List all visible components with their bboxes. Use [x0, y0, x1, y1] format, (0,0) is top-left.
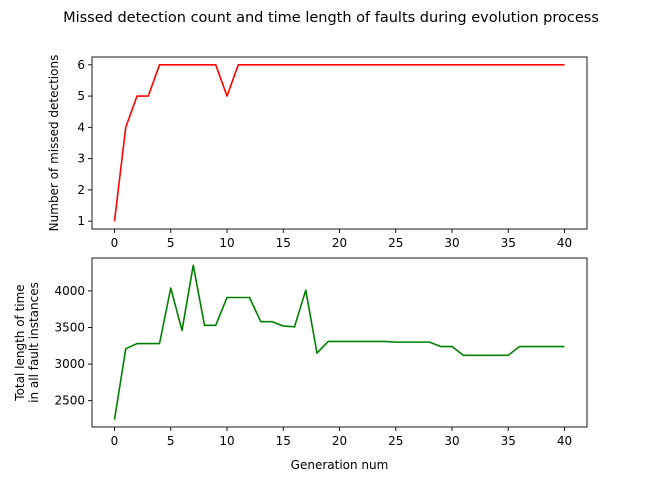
y-tick-label: 2500 [54, 394, 85, 408]
subplot-2: 0 5 10 15 20 25 30 35 40 2500 3000 3500 4000 Total le… [13, 257, 588, 472]
y-axis-label: Number of missed detections [47, 55, 61, 232]
y-tick-label: 3000 [54, 357, 85, 371]
x-tick-label: 0 [111, 236, 119, 250]
y-tick-label: 1 [77, 214, 85, 228]
y-tick-label: 4 [77, 120, 85, 134]
y-tick-label: 6 [77, 58, 85, 72]
y-tick-label: 4000 [54, 284, 85, 298]
plot-frame [91, 257, 588, 428]
x-tick-label: 35 [501, 434, 516, 448]
x-tick-label: 25 [388, 236, 403, 250]
x-tick-label: 40 [557, 236, 572, 250]
x-tick-label: 20 [332, 434, 347, 448]
subplots: 0 5 10 15 20 25 30 35 40 1 2 3 4 5 6 Number of missed d… [13, 55, 588, 472]
series-line-2-1 [113, 264, 565, 420]
x-tick-label: 15 [276, 236, 291, 250]
x-tick-label: 20 [332, 236, 347, 250]
subplot-1: 0 5 10 15 20 25 30 35 40 1 2 3 4 5 6 Number of missed d… [47, 55, 588, 250]
y-tick-label: 2 [77, 183, 85, 197]
x-tick-label: 5 [167, 236, 175, 250]
x-tick-label: 30 [444, 236, 459, 250]
y-tick-label: 3500 [54, 321, 85, 335]
y-axis-label: Total length of timein all fault instanc… [13, 282, 41, 403]
x-tick-label: 15 [276, 434, 291, 448]
x-tick-label: 25 [388, 434, 403, 448]
figure-title: Missed detection count and time length o… [63, 10, 599, 26]
x-tick-label: 35 [501, 236, 516, 250]
plot-frame [91, 56, 588, 230]
x-tick-label: 30 [444, 434, 459, 448]
x-tick-label: 10 [219, 236, 234, 250]
x-tick-label: 40 [557, 434, 572, 448]
x-tick-label: 10 [219, 434, 234, 448]
x-tick-label: 5 [167, 434, 175, 448]
y-tick-label: 3 [77, 152, 85, 166]
series-line-1-1 [113, 64, 565, 222]
y-tick-label: 5 [77, 89, 85, 103]
x-tick-label: 0 [111, 434, 119, 448]
x-axis-label: Generation num [291, 458, 389, 472]
